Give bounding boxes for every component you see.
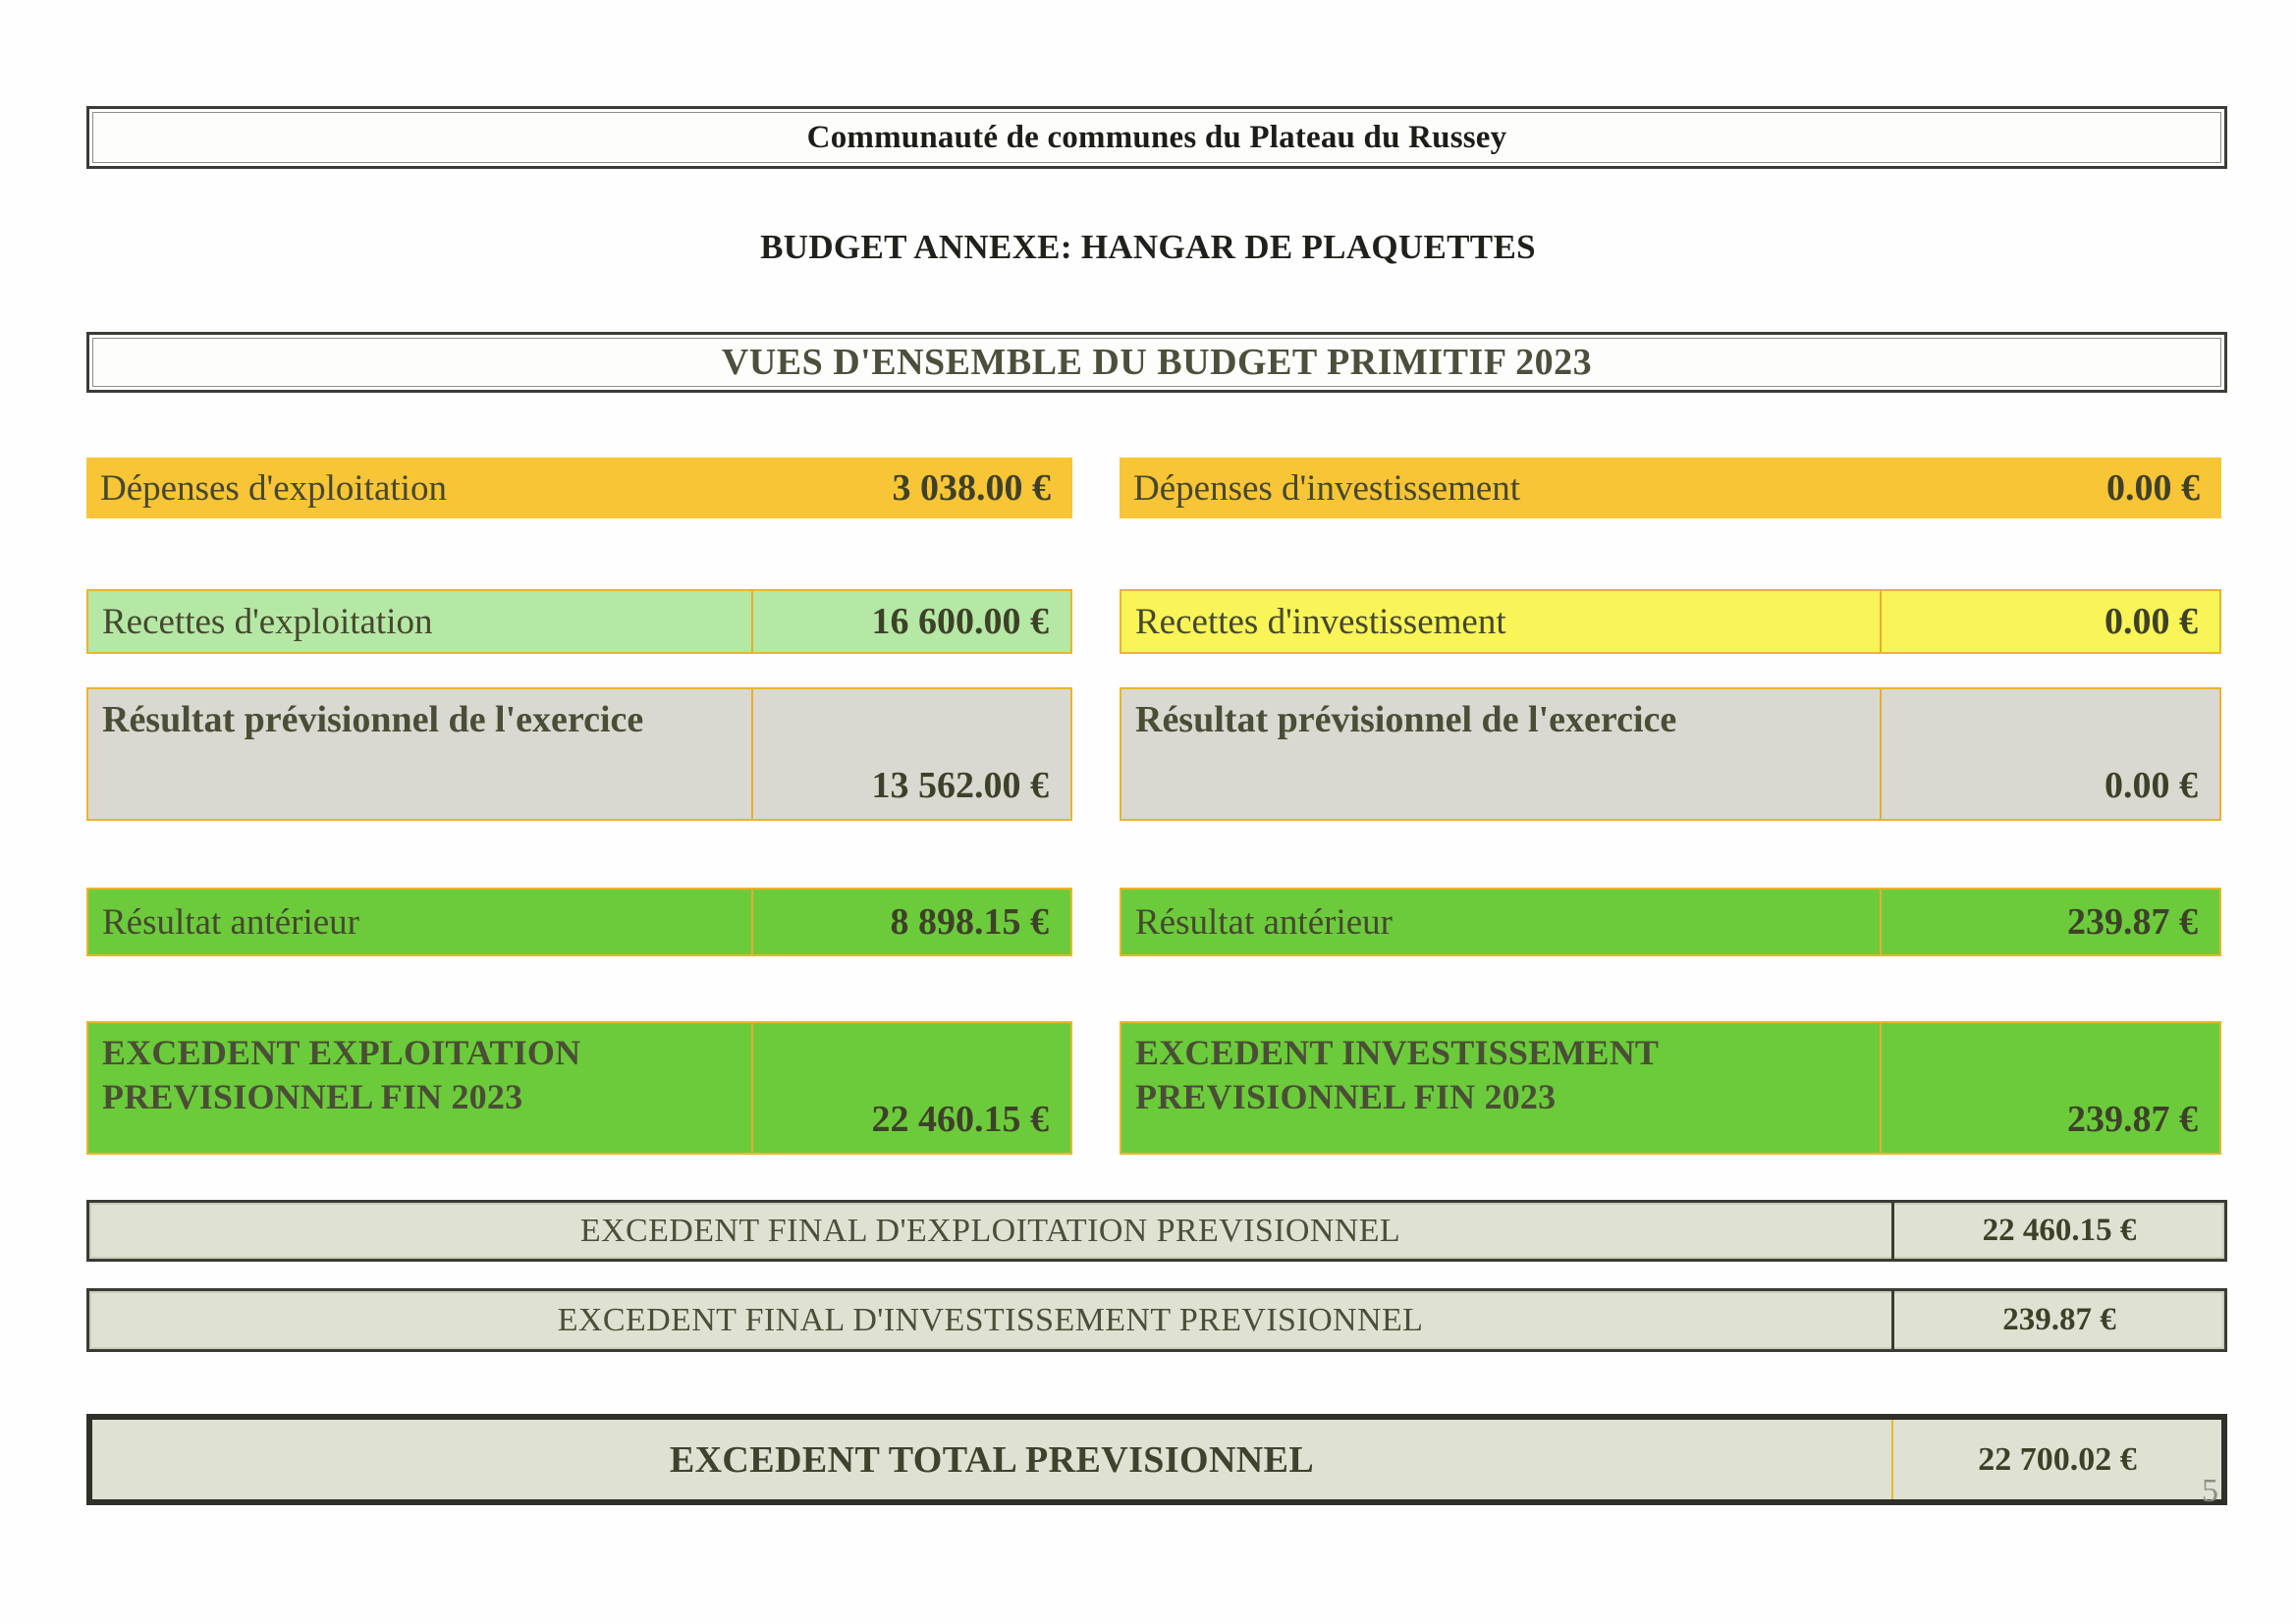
depenses-investissement-label: Dépenses d'investissement: [1133, 467, 1521, 509]
resultat-previsionnel-exploitation-value-cell: 13 562.00 €: [751, 689, 1070, 819]
resultat-anterieur-exploitation-label: Résultat antérieur: [102, 901, 359, 943]
page-number: 5: [2202, 1473, 2218, 1509]
resultat-previsionnel-investissement-label-cell: Résultat prévisionnel de l'exercice: [1121, 689, 1880, 819]
depenses-exploitation-label-cell: Dépenses d'exploitation: [86, 458, 749, 518]
recettes-investissement-label-cell: Recettes d'investissement: [1121, 591, 1880, 652]
excedent-exploitation-fin-2023-label: EXCEDENT EXPLOITATION PREVISIONNEL FIN 2…: [102, 1033, 581, 1116]
recettes-exploitation-label-cell: Recettes d'exploitation: [88, 591, 751, 652]
depenses-exploitation-box: Dépenses d'exploitation 3 038.00 €: [86, 458, 1072, 518]
excedent-exploitation-fin-2023-box: EXCEDENT EXPLOITATION PREVISIONNEL FIN 2…: [86, 1021, 1072, 1155]
excedent-exploitation-fin-2023-value: 22 460.15 €: [871, 1099, 1050, 1140]
excedent-total-value-cell: 22 700.02 €: [1891, 1420, 2221, 1499]
depenses-exploitation-value-cell: 3 038.00 €: [749, 458, 1072, 518]
resultat-anterieur-exploitation-box: Résultat antérieur 8 898.15 €: [86, 888, 1072, 956]
recettes-investissement-value-cell: 0.00 €: [1880, 591, 2219, 652]
excedent-final-investissement-row: EXCEDENT FINAL D'INVESTISSEMENT PREVISIO…: [86, 1288, 2227, 1352]
resultat-previsionnel-exploitation-value: 13 562.00 €: [871, 765, 1050, 806]
depenses-investissement-box: Dépenses d'investissement 0.00 €: [1120, 458, 2221, 518]
excedent-exploitation-fin-2023-value-cell: 22 460.15 €: [751, 1023, 1070, 1153]
depenses-investissement-value: 0.00 €: [2106, 467, 2200, 509]
excedent-final-exploitation-value: 22 460.15 €: [1982, 1213, 2137, 1248]
excedent-investissement-fin-2023-label: EXCEDENT INVESTISSEMENT PREVISIONNEL FIN…: [1135, 1033, 1659, 1116]
recettes-exploitation-value-cell: 16 600.00 €: [751, 591, 1070, 652]
excedent-final-investissement-value-cell: 239.87 €: [1891, 1291, 2224, 1349]
resultat-anterieur-investissement-label: Résultat antérieur: [1135, 901, 1393, 943]
resultat-anterieur-exploitation-label-cell: Résultat antérieur: [88, 890, 751, 954]
organization-header-box: Communauté de communes du Plateau du Rus…: [86, 106, 2227, 169]
depenses-investissement-label-cell: Dépenses d'investissement: [1120, 458, 1878, 518]
recettes-investissement-value: 0.00 €: [2105, 601, 2198, 642]
recettes-investissement-box: Recettes d'investissement 0.00 €: [1120, 589, 2221, 654]
resultat-previsionnel-investissement-box: Résultat prévisionnel de l'exercice 0.00…: [1120, 687, 2221, 821]
recettes-investissement-label: Recettes d'investissement: [1135, 601, 1506, 642]
resultat-anterieur-investissement-label-cell: Résultat antérieur: [1121, 890, 1880, 954]
excedent-final-exploitation-label-cell: EXCEDENT FINAL D'EXPLOITATION PREVISIONN…: [89, 1203, 1891, 1259]
resultat-anterieur-exploitation-value-cell: 8 898.15 €: [751, 890, 1070, 954]
excedent-investissement-fin-2023-value-cell: 239.87 €: [1880, 1023, 2219, 1153]
excedent-exploitation-fin-2023-label-cell: EXCEDENT EXPLOITATION PREVISIONNEL FIN 2…: [88, 1023, 751, 1153]
depenses-investissement-value-cell: 0.00 €: [1878, 458, 2221, 518]
resultat-previsionnel-exploitation-box: Résultat prévisionnel de l'exercice 13 5…: [86, 687, 1072, 821]
excedent-total-row: EXCEDENT TOTAL PREVISIONNEL 22 700.02 €: [86, 1414, 2227, 1505]
organization-title: Communauté de communes du Plateau du Rus…: [806, 119, 1507, 155]
excedent-final-exploitation-row: EXCEDENT FINAL D'EXPLOITATION PREVISIONN…: [86, 1200, 2227, 1262]
excedent-investissement-fin-2023-value: 239.87 €: [2067, 1099, 2198, 1140]
excedent-investissement-fin-2023-box: EXCEDENT INVESTISSEMENT PREVISIONNEL FIN…: [1120, 1021, 2221, 1155]
overview-title-box: VUES D'ENSEMBLE DU BUDGET PRIMITIF 2023: [86, 332, 2227, 393]
excedent-total-label: EXCEDENT TOTAL PREVISIONNEL: [669, 1438, 1315, 1481]
recettes-exploitation-box: Recettes d'exploitation 16 600.00 €: [86, 589, 1072, 654]
budget-annexe-title: BUDGET ANNEXE: HANGAR DE PLAQUETTES: [760, 228, 1536, 266]
recettes-exploitation-value: 16 600.00 €: [871, 601, 1050, 642]
recettes-exploitation-label: Recettes d'exploitation: [102, 601, 433, 642]
excedent-total-label-cell: EXCEDENT TOTAL PREVISIONNEL: [92, 1420, 1891, 1499]
resultat-previsionnel-exploitation-label-cell: Résultat prévisionnel de l'exercice: [88, 689, 751, 819]
excedent-investissement-fin-2023-label-cell: EXCEDENT INVESTISSEMENT PREVISIONNEL FIN…: [1121, 1023, 1880, 1153]
excedent-final-exploitation-value-cell: 22 460.15 €: [1891, 1203, 2224, 1259]
resultat-anterieur-investissement-box: Résultat antérieur 239.87 €: [1120, 888, 2221, 956]
resultat-previsionnel-investissement-value: 0.00 €: [2105, 765, 2198, 806]
resultat-anterieur-exploitation-value: 8 898.15 €: [890, 901, 1050, 943]
excedent-final-investissement-label: EXCEDENT FINAL D'INVESTISSEMENT PREVISIO…: [557, 1301, 1424, 1338]
excedent-final-exploitation-label: EXCEDENT FINAL D'EXPLOITATION PREVISIONN…: [579, 1212, 1401, 1249]
depenses-exploitation-label: Dépenses d'exploitation: [100, 467, 447, 509]
depenses-exploitation-value: 3 038.00 €: [892, 467, 1052, 509]
resultat-previsionnel-investissement-value-cell: 0.00 €: [1880, 689, 2219, 819]
resultat-previsionnel-investissement-label: Résultat prévisionnel de l'exercice: [1135, 699, 1677, 740]
resultat-anterieur-investissement-value: 239.87 €: [2067, 901, 2198, 943]
overview-title: VUES D'ENSEMBLE DU BUDGET PRIMITIF 2023: [721, 342, 1593, 383]
excedent-final-investissement-label-cell: EXCEDENT FINAL D'INVESTISSEMENT PREVISIO…: [89, 1291, 1891, 1349]
resultat-previsionnel-exploitation-label: Résultat prévisionnel de l'exercice: [102, 699, 644, 740]
resultat-anterieur-investissement-value-cell: 239.87 €: [1880, 890, 2219, 954]
excedent-total-value: 22 700.02 €: [1978, 1440, 2137, 1478]
excedent-final-investissement-value: 239.87 €: [2002, 1302, 2116, 1337]
